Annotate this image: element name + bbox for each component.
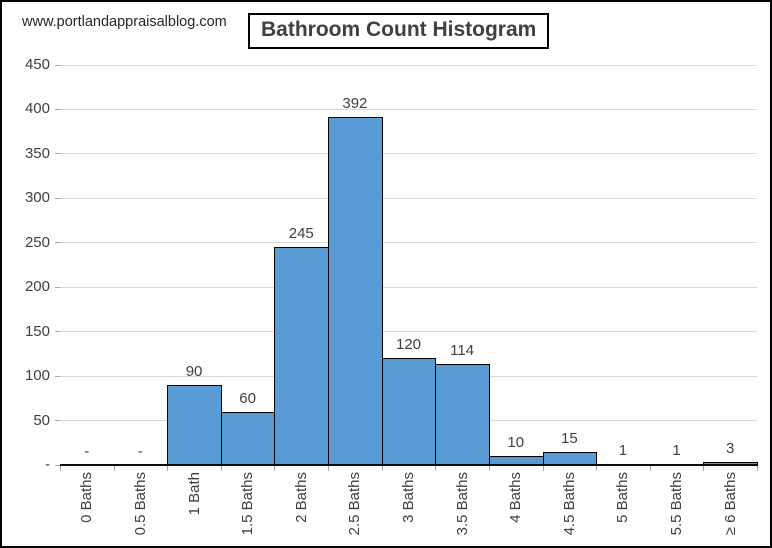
x-axis-label: 3.5 Baths (453, 472, 471, 536)
x-axis-label: 4 Baths (507, 472, 525, 523)
bar-value-label: 1 (672, 442, 681, 460)
x-axis-tick (381, 466, 383, 471)
y-axis-label: 450 (24, 56, 50, 73)
gridline (60, 108, 757, 110)
x-axis-tick (488, 466, 490, 471)
bar-value-label: 120 (395, 336, 422, 354)
x-axis-label: 1 Bath (185, 472, 203, 516)
bar-value-label: 1 (618, 442, 628, 460)
y-axis-tick (55, 242, 60, 244)
bar-value-label: 392 (342, 94, 368, 112)
bar-value-label: 245 (288, 225, 314, 243)
x-axis-tick (328, 466, 330, 471)
bar-value-label: 3 (726, 440, 735, 458)
y-axis-tick (55, 64, 60, 66)
bar-value-label: - (137, 443, 143, 460)
gridline (60, 64, 757, 66)
x-axis-line (60, 464, 758, 466)
gridline (60, 286, 757, 288)
x-axis-label: 4.5 Baths (560, 472, 578, 536)
bar-value-label: 60 (239, 389, 256, 407)
x-axis-tick (60, 466, 61, 471)
y-axis-label: 100 (24, 367, 50, 385)
x-axis-label: 5 Baths (614, 472, 632, 523)
x-axis-label: 5.5 Baths (668, 472, 686, 536)
x-axis-tick (435, 466, 437, 471)
gridline (60, 197, 757, 199)
x-axis-tick (220, 466, 222, 471)
x-axis-label: 3 Baths (400, 472, 417, 523)
x-axis-tick (703, 466, 705, 471)
x-axis-label: 2 Baths (292, 472, 310, 523)
bar-value-label: - (84, 443, 90, 460)
y-axis-tick (55, 420, 60, 422)
gridline (60, 331, 757, 333)
y-axis-label: 350 (24, 144, 50, 162)
y-axis-tick (55, 331, 60, 333)
watermark-url: www.portlandappraisalblog.com (22, 14, 227, 30)
y-axis-tick (55, 464, 60, 466)
x-axis-tick (274, 466, 276, 471)
y-axis-label: 150 (24, 322, 50, 340)
y-axis-tick (55, 153, 60, 155)
bar-2.5-baths (328, 116, 383, 466)
bar-value-label: 15 (561, 429, 578, 447)
x-axis-label: ≥ 6 Baths (721, 472, 739, 536)
y-axis-tick (55, 286, 60, 288)
bar-3.5-baths (435, 363, 490, 466)
y-axis-label: 400 (24, 100, 50, 118)
bar-3-baths (381, 358, 437, 466)
y-axis-tick (55, 197, 60, 199)
bar-value-label: 10 (507, 434, 525, 452)
y-axis-label: 200 (24, 278, 50, 296)
bar-2-baths (274, 247, 330, 466)
y-axis-label: - (45, 456, 50, 473)
x-axis-tick (113, 466, 115, 471)
x-axis-tick (542, 466, 544, 471)
y-axis-tick (55, 108, 60, 110)
y-axis-tick (55, 375, 60, 377)
chart-title: Bathroom Count Histogram (248, 13, 550, 49)
y-axis-label: 300 (24, 189, 50, 207)
bar-value-label: 114 (450, 341, 475, 359)
x-axis-tick (757, 466, 758, 471)
x-axis-label: 2.5 Baths (346, 472, 364, 536)
gridline (60, 242, 757, 244)
bar-4.5-baths (542, 451, 598, 466)
bar-value-label: 90 (185, 363, 203, 380)
bar-1.5-baths (220, 411, 276, 466)
x-axis-label: 0 Baths (78, 472, 96, 523)
bar-1-bath (167, 385, 222, 466)
x-axis-label: 1.5 Baths (239, 472, 257, 536)
x-axis-tick (167, 466, 169, 471)
y-axis-label: 250 (24, 233, 50, 251)
x-axis-tick (596, 466, 598, 471)
y-axis-label: 50 (33, 411, 50, 429)
gridline (60, 153, 757, 155)
x-axis-label: 0.5 Baths (131, 472, 149, 536)
x-axis-tick (649, 466, 651, 471)
